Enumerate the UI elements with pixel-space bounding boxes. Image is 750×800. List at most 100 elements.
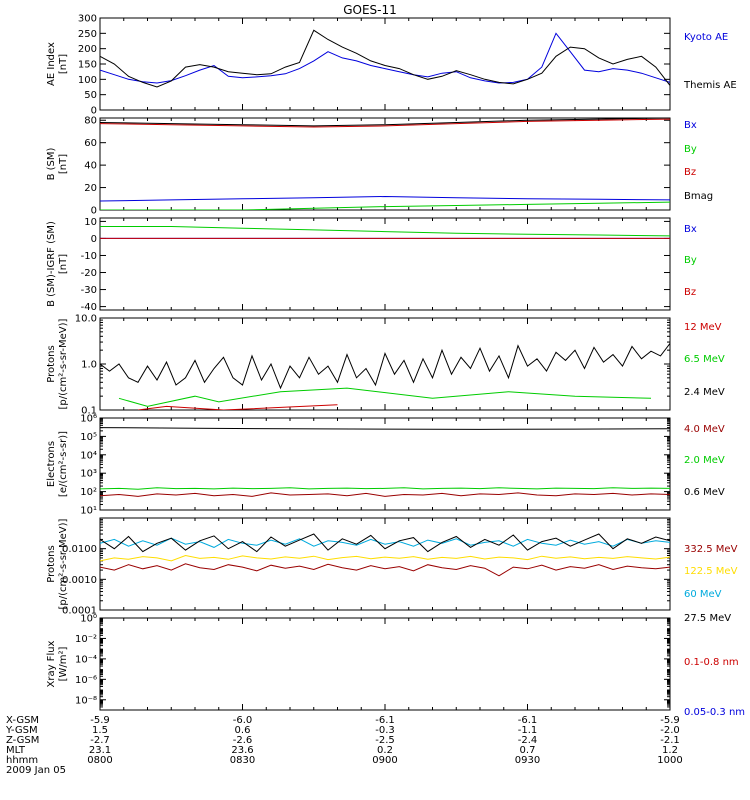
ephemeris-value: 1.2 [662, 745, 678, 756]
y-axis-label: [p/(cm²-s-sr-MeV)] [58, 318, 69, 409]
y-axis-label: Protons [46, 545, 57, 582]
y-axis-label: [nT] [58, 54, 69, 74]
ephemeris-value: -2.4 [518, 735, 538, 746]
y-tick-label: 10⁻⁴ [75, 654, 97, 665]
y-tick-label: 40 [84, 161, 97, 172]
panel-xray: 10⁻⁸ 10⁻⁶ 10⁻⁴ 10⁻² 10⁰ Xray Flux [W/m²] 0.1-0.… [46, 614, 745, 719]
ephemeris-value: 0930 [515, 755, 540, 766]
y-tick-label: 10³ [80, 469, 97, 480]
legend-entry: Bz [684, 167, 696, 178]
y-axis-label: [p/(cm²-s-sr-MeV)] [58, 518, 69, 609]
legend-entry: 332.5 MeV [684, 544, 738, 555]
y-tick-label: 10⁵ [80, 432, 97, 443]
legend-entry: Bmag [684, 191, 713, 202]
legend-entry: 60 MeV [684, 589, 722, 600]
legend-entry: Bx [684, 120, 697, 131]
series-line-by [100, 226, 670, 237]
ephemeris-value: -5.9 [90, 715, 110, 726]
ephemeris-value: 23.6 [231, 745, 253, 756]
y-tick-label: 10⁻⁸ [75, 695, 97, 706]
ephemeris-row-label: Y-GSM [5, 725, 38, 736]
y-tick-label: -10 [81, 251, 97, 262]
series-line-themis-ae [100, 29, 670, 88]
legend-entry: 0.6 MeV [684, 487, 725, 498]
panel-protons_low: 0.1 1.0 10.0 Protons [p/(cm²-s-sr-MeV)] 12 Me… [46, 314, 725, 417]
y-tick-label: 50 [84, 90, 97, 101]
panel-frame [99, 17, 671, 111]
legend-entry: 122.5 MeV [684, 566, 738, 577]
series-line-4-0-mev [100, 492, 670, 497]
series-line-60-mev [100, 537, 670, 548]
y-tick-label: 0 [91, 106, 97, 117]
ephemeris-date: 2009 Jan 05 [6, 765, 66, 776]
series-line-bmag [100, 118, 670, 127]
y-tick-label: 1.0 [81, 360, 97, 371]
panel-ae: 0 50 100 150 200 250 300 AE Index [nT] Kyoto AE Th… [46, 14, 737, 117]
series-line-27-5-mev [100, 533, 670, 553]
y-tick-label: 300 [78, 14, 97, 25]
ephemeris-value: -6.1 [518, 715, 538, 726]
ephemeris-row-label: Z-GSM [6, 735, 39, 746]
y-axis-label: [e/(cm²-s-sr)] [58, 431, 69, 497]
y-tick-label: 100 [78, 75, 97, 86]
y-tick-label: 0.0100 [62, 544, 97, 555]
y-axis-label: [W/m²] [58, 646, 69, 681]
y-tick-label: 20 [84, 183, 97, 194]
ephemeris-value: -0.3 [375, 725, 395, 736]
ephemeris-value: -6.0 [233, 715, 253, 726]
series-line-kyoto-ae [100, 32, 670, 84]
legend-entry: 12 MeV [684, 322, 722, 333]
y-tick-label: -20 [81, 268, 97, 279]
series-line-bx [100, 195, 670, 202]
y-tick-label: 0.0010 [62, 575, 97, 586]
series-line-122-5-mev [100, 554, 670, 562]
ephemeris-value: -2.0 [660, 725, 680, 736]
panel-b_sm: 0 20 40 60 80 B (SM) [nT] Bx By Bz Bmag [46, 116, 713, 217]
legend-entry: 2.4 MeV [684, 387, 725, 398]
ephemeris-value: 0.6 [235, 725, 251, 736]
ephemeris-value: -6.1 [375, 715, 395, 726]
ephemeris-value: 0.7 [520, 745, 536, 756]
series-line-bz [100, 118, 670, 128]
y-tick-label: 0 [91, 234, 97, 245]
series-line-2-4-mev [100, 343, 670, 390]
ephemeris-value: 0.2 [377, 745, 393, 756]
y-axis-label: [nT] [58, 254, 69, 274]
ephemeris-value: -2.7 [90, 735, 110, 746]
y-tick-label: 250 [78, 29, 97, 40]
y-tick-label: 0 [91, 206, 97, 217]
y-axis-label: Protons [46, 345, 57, 382]
ephemeris-value: 0800 [87, 755, 112, 766]
legend-entry: 4.0 MeV [684, 424, 725, 435]
series-line-6-5-mev [118, 387, 652, 407]
y-axis-label: Electrons [46, 441, 57, 487]
legend-entry: Kyoto AE [684, 32, 728, 43]
y-tick-label: 10.0 [75, 314, 97, 325]
ephemeris-value: -2.5 [375, 735, 395, 746]
legend-entry: Bz [684, 287, 696, 298]
panel-electrons: 10¹ 10² 10³ 10⁴ 10⁵ 10⁶ Electrons [e/(cm²-s-sr)… [46, 414, 725, 517]
y-tick-label: 10² [80, 487, 97, 498]
panel-frame [99, 617, 671, 711]
legend-entry: Themis AE [683, 80, 737, 91]
y-tick-label: 10 [84, 217, 97, 228]
y-tick-label: 10⁻⁶ [75, 675, 97, 686]
ephemeris-value: 23.1 [89, 745, 111, 756]
y-tick-label: 150 [78, 60, 97, 71]
y-tick-label: 10⁻² [75, 634, 97, 645]
series-line-2-0-mev [100, 487, 670, 490]
y-axis-label: AE Index [46, 42, 57, 86]
ephemeris-table: X-GSM -5.9 -6.0 -6.1 -6.1 -5.9 Y-GSM 1.5 0.6 -0.3… [5, 715, 683, 776]
chart-title: GOES-11 [343, 3, 397, 17]
panel-protons_high: 0.0001 0.0010 0.0100 Protons [p/(cm²-s-sr-Me… [46, 517, 738, 624]
y-tick-label: 0.0001 [62, 606, 97, 617]
legend-entry: By [684, 255, 697, 266]
ephemeris-value: -2.6 [233, 735, 253, 746]
y-tick-label: 10⁰ [80, 614, 97, 625]
y-tick-label: -40 [81, 302, 97, 313]
ephemeris-value: -5.9 [660, 715, 680, 726]
ephemeris-value: 0830 [230, 755, 255, 766]
ephemeris-row-label: MLT [6, 745, 26, 756]
y-axis-label: Xray Flux [46, 640, 57, 687]
